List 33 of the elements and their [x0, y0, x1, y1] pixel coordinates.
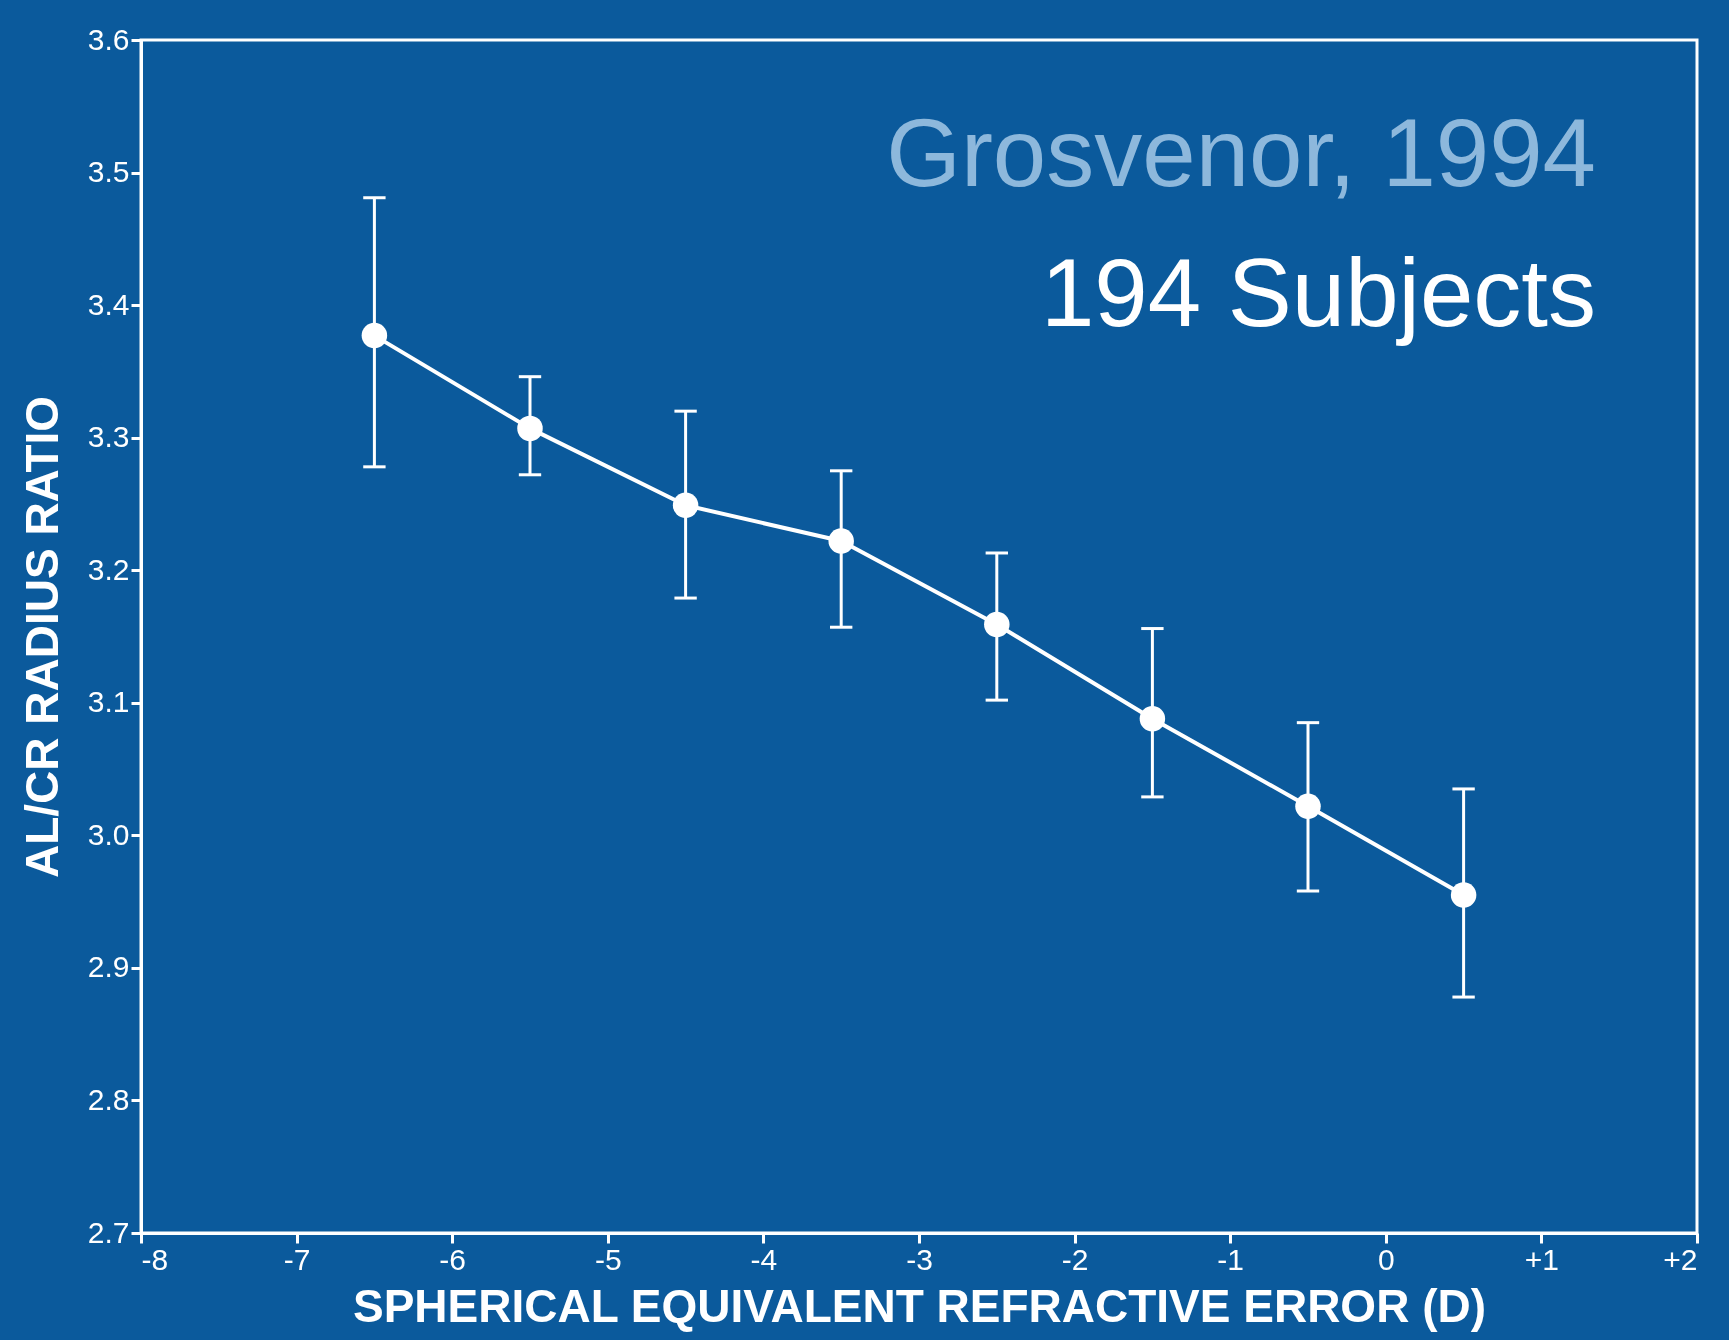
point: [984, 611, 1010, 638]
point: [361, 322, 388, 349]
point: [1139, 705, 1166, 732]
point: [1295, 793, 1321, 819]
x-tick-label: -8: [141, 1242, 169, 1276]
x-tick-label: -3: [906, 1242, 933, 1276]
y-tick-label: 2.7: [87, 1215, 130, 1249]
x-tick-label: +1: [1524, 1242, 1560, 1276]
y-tick-label: 2.9: [87, 950, 130, 984]
point: [672, 492, 699, 518]
y-tick-label: 3.0: [87, 817, 130, 851]
x-tick-label: -6: [439, 1242, 467, 1276]
x-tick-label: -1: [1217, 1242, 1245, 1276]
point: [828, 528, 854, 554]
x-axis-title: SPHERICAL EQUIVALENT REFRACTIVE ERROR (D): [352, 1279, 1487, 1332]
annotation: Grosvenor, 1994: [886, 99, 1596, 206]
y-tick-label: 3.6: [87, 22, 130, 56]
x-tick-label: +2: [1663, 1242, 1698, 1276]
x-tick-label: -7: [283, 1242, 311, 1276]
point: [1450, 882, 1477, 908]
annotation: 194 Subjects: [1040, 239, 1596, 346]
y-tick-label: 2.8: [87, 1082, 130, 1116]
y-tick-label: 3.4: [87, 287, 130, 321]
x-tick-label: -2: [1061, 1242, 1089, 1276]
y-axis-title: AL/CR RADIUS RATIO: [15, 395, 68, 879]
x-tick-label: -5: [594, 1242, 622, 1276]
x-tick-label: -4: [750, 1242, 778, 1276]
point: [517, 415, 543, 442]
y-tick-label: 3.1: [87, 685, 130, 719]
x-tick-label: 0: [1377, 1242, 1395, 1276]
y-tick-label: 3.2: [87, 552, 130, 586]
y-tick-label: 3.5: [87, 155, 130, 189]
y-tick-label: 3.3: [87, 420, 130, 454]
